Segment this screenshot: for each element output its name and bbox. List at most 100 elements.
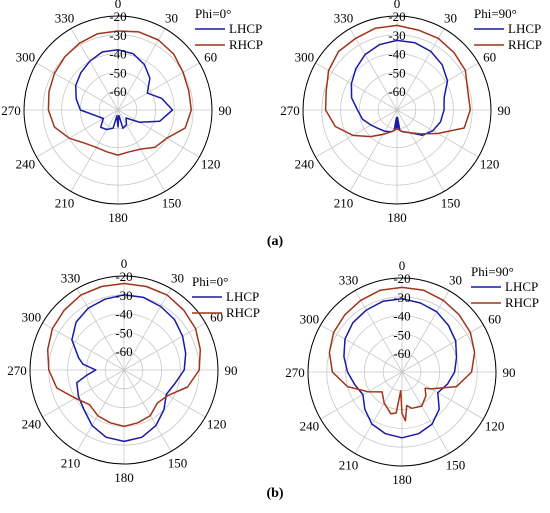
angle-tick-label: 120	[485, 419, 505, 434]
angle-tick-label: 240	[295, 157, 315, 172]
angle-tick-label: 270	[7, 363, 27, 378]
legend-title: Phi=0°	[195, 6, 231, 21]
angle-tick-label: 240	[16, 157, 36, 172]
angle-tick-label: 300	[295, 50, 315, 65]
grid-spoke	[70, 109, 119, 192]
angle-tick-label: 30	[444, 10, 457, 25]
grid-spoke	[76, 288, 125, 371]
series-line-rhcp	[46, 282, 202, 428]
legend-title: Phi=90°	[471, 264, 514, 279]
grid-spoke	[123, 322, 206, 371]
legend-entry: RHCP	[226, 305, 260, 320]
grid-spoke	[36, 62, 119, 111]
angle-tick-label: 150	[162, 196, 182, 211]
grid-spoke	[123, 369, 206, 418]
grid-spoke	[117, 62, 200, 111]
angle-tick-label: 180	[392, 472, 412, 487]
grid-spoke	[401, 371, 450, 454]
angle-tick-label: 270	[1, 103, 21, 118]
radial-tick-label: -20	[115, 269, 132, 284]
radial-tick-label: -30	[115, 288, 132, 303]
angle-tick-label: 90	[225, 363, 238, 378]
angle-tick-label: 330	[339, 272, 359, 287]
grid-spoke	[117, 28, 166, 111]
grid-spoke	[36, 109, 119, 158]
polar-chart-4: 0 30 60 90 120 150 180 210 240 270 300 330 -20 -30 -40…	[285, 258, 539, 487]
grid-spoke	[123, 288, 172, 371]
angle-tick-label: 60	[210, 310, 223, 325]
angle-tick-label: 0	[399, 258, 406, 273]
series-line-rhcp	[328, 286, 476, 422]
angle-tick-label: 0	[121, 256, 128, 271]
angle-tick-label: 30	[165, 10, 178, 25]
angle-tick-label: 330	[334, 10, 354, 25]
angle-tick-label: 0	[115, 0, 122, 11]
grid-spoke	[396, 109, 445, 192]
radial-tick-label: -20	[393, 271, 410, 286]
grid-spoke	[349, 109, 398, 192]
radial-tick-label: -30	[109, 28, 126, 43]
angle-tick-label: 270	[285, 365, 305, 380]
angle-tick-label: 150	[168, 456, 188, 471]
legend-entry: RHCP	[508, 37, 542, 52]
legend-title: Phi=90°	[474, 6, 517, 21]
angle-tick-label: 210	[55, 196, 75, 211]
grid-spoke	[396, 28, 445, 111]
angle-tick-label: 210	[334, 196, 354, 211]
angle-tick-label: 330	[55, 10, 75, 25]
grid-spoke	[315, 62, 398, 111]
radial-tick-label: -30	[388, 28, 405, 43]
legend-entry: RHCP	[505, 295, 539, 310]
angle-tick-label: 90	[503, 365, 516, 380]
angle-tick-label: 30	[171, 270, 184, 285]
radial-tick-label: -50	[115, 325, 132, 340]
legend-entry: LHCP	[508, 21, 541, 36]
outer-axis-circle	[29, 275, 219, 465]
series-line-lhcp	[71, 294, 187, 443]
grid-spoke	[349, 28, 398, 111]
grid-spoke	[315, 109, 398, 158]
angle-tick-label: 180	[387, 210, 407, 225]
angle-tick-label: 240	[22, 417, 42, 432]
radial-tick-label: -50	[109, 65, 126, 80]
radial-tick-label: -60	[388, 84, 405, 99]
angle-tick-label: 240	[300, 419, 320, 434]
angle-tick-label: 180	[114, 470, 134, 485]
polar-chart-1: 0 30 60 90 120 150 180 210 240 270 300 330 -20 -30 -40…	[1, 0, 263, 225]
radial-tick-label: -40	[388, 47, 405, 62]
figure-label-b: (b)	[266, 486, 283, 501]
series-line-lhcp	[343, 297, 458, 439]
polar-chart-2: 0 30 60 90 120 150 180 210 240 270 300 330 -20 -30 -40…	[280, 0, 542, 225]
grid-spoke	[70, 28, 119, 111]
grid-spoke	[42, 369, 125, 418]
outer-axis-circle	[23, 15, 213, 205]
angle-tick-label: 30	[449, 272, 462, 287]
series-line-rhcp	[324, 24, 472, 138]
legend-entry: LHCP	[505, 279, 538, 294]
angle-tick-label: 300	[22, 310, 42, 325]
grid-spoke	[354, 290, 403, 373]
figure-label-a: (a)	[267, 234, 284, 249]
legend-entry: LHCP	[229, 21, 262, 36]
angle-tick-label: 60	[483, 50, 496, 65]
angle-tick-label: 120	[201, 157, 221, 172]
radial-tick-label: -60	[393, 346, 410, 361]
angle-tick-label: 0	[394, 0, 401, 11]
radial-tick-label: -50	[393, 327, 410, 342]
angle-tick-label: 60	[488, 312, 501, 327]
grid-spoke	[42, 322, 125, 371]
radial-tick-label: -30	[393, 290, 410, 305]
angle-tick-label: 90	[498, 103, 511, 118]
grid-spoke	[396, 62, 479, 111]
angle-tick-label: 210	[61, 456, 81, 471]
radial-tick-label: -40	[109, 47, 126, 62]
legend-title: Phi=0°	[192, 274, 228, 289]
radial-tick-label: -20	[109, 9, 126, 24]
radial-tick-label: -40	[115, 307, 132, 322]
radial-tick-label: -20	[388, 9, 405, 24]
radial-tick-label: -60	[115, 344, 132, 359]
angle-tick-label: 120	[207, 417, 227, 432]
angle-tick-label: 150	[446, 458, 466, 473]
grid-spoke	[401, 290, 450, 373]
